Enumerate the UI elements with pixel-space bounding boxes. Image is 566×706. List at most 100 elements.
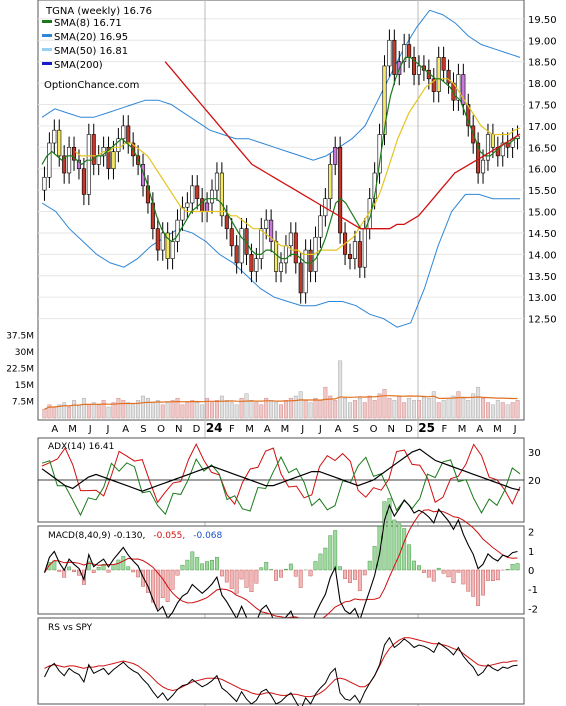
macd-histogram-bar [352, 569, 357, 580]
candle-body [436, 57, 441, 92]
volume-bar [357, 397, 362, 419]
candle-body [239, 228, 244, 264]
macd-histogram-bar [495, 569, 500, 581]
macd-histogram-bar [362, 569, 367, 576]
volume-bar [505, 404, 510, 419]
volume-bar [382, 389, 387, 419]
candle-body [392, 39, 397, 75]
macd-tick-label: 0 [528, 566, 534, 577]
volume-bar [175, 397, 180, 419]
month-tick-label: A [476, 424, 483, 435]
price-tick-label: 18.50 [528, 58, 557, 69]
volume-bar [461, 397, 466, 419]
macd-tick-label: 2 [528, 528, 534, 539]
volume-bar [101, 400, 106, 419]
candle-body [121, 125, 126, 140]
legend: TGNA (weekly) 16.76 SMA(8) 16.71 SMA(20)… [42, 6, 152, 91]
rs-line [44, 636, 518, 706]
moving-averages [41, 56, 521, 264]
candle-body [352, 241, 357, 259]
volume-bar [288, 397, 293, 419]
macd-histogram-bar [486, 569, 490, 581]
candle-body [180, 206, 185, 221]
candle-body [362, 228, 367, 268]
candle-body [456, 74, 461, 101]
candle-body [259, 228, 264, 259]
price-tick-label: 17.50 [528, 100, 557, 111]
candle-body [209, 189, 215, 204]
candle-body [170, 241, 175, 259]
macd-histogram-bar [412, 560, 416, 571]
volume-bar [185, 402, 190, 419]
macd-histogram-bar [219, 569, 224, 577]
candle-body [278, 262, 284, 272]
macd-histogram-bar [200, 563, 205, 571]
volume-bar [407, 397, 412, 419]
volume-bar [333, 400, 338, 419]
macd-histogram-bar [170, 569, 175, 590]
sma50-line [164, 61, 521, 230]
volume-bar [219, 395, 224, 419]
volume-bar [431, 391, 436, 419]
month-tick-label: 24 [206, 421, 223, 435]
candle-body [441, 57, 446, 71]
macd-histogram-bar [318, 553, 323, 571]
candle-body [298, 262, 303, 294]
volume-bar [387, 397, 392, 419]
candle-body [264, 219, 269, 229]
macd-histogram-bar [106, 569, 111, 573]
rs-average-line [44, 637, 518, 698]
macd-histogram-bar [185, 559, 190, 571]
volume-bar [495, 400, 500, 419]
candle-body [72, 147, 77, 161]
volume-bar [91, 402, 96, 419]
macd-histogram-bar [417, 565, 421, 571]
candle-body [328, 164, 333, 199]
legend-label-sma200: SMA(200) [54, 60, 103, 71]
candle-body [303, 249, 308, 294]
month-tick-label: M [458, 424, 467, 435]
macd-histogram-bar [392, 519, 397, 571]
volume-bar [417, 400, 421, 419]
volume-bar [466, 400, 471, 419]
macd-histogram-bar [446, 569, 451, 578]
price-tick-label: 13.00 [528, 293, 557, 304]
adx-plus-di-line [41, 455, 521, 517]
macd-histogram-bar [515, 563, 520, 571]
candle-body [431, 78, 436, 92]
month-tick-label: J [105, 424, 109, 435]
volume-bar [145, 397, 150, 419]
volume-bar [214, 400, 219, 419]
legend-swatch-sma200 [42, 62, 52, 65]
candle-body [106, 147, 111, 170]
volume-bar [96, 404, 101, 419]
candle-body [42, 176, 47, 191]
macd-histogram-bar [249, 569, 254, 593]
candle-body [347, 254, 353, 259]
macd-histogram-bar [407, 544, 412, 571]
macd-signal-value: -0.055, [153, 531, 185, 541]
volume-bar [150, 402, 155, 419]
volume-bar [367, 395, 372, 419]
month-tick-label: D [405, 424, 413, 435]
macd-histogram-bar [141, 569, 145, 587]
candle-body [165, 232, 170, 259]
macd-histogram-bar [234, 569, 239, 594]
macd-histogram-bar [215, 556, 219, 571]
macd-signal-line [44, 509, 518, 623]
macd-histogram-bar [377, 526, 382, 571]
volume-bar [298, 391, 303, 419]
volume-bar [451, 395, 456, 419]
macd-histogram-bar [180, 564, 185, 571]
macd-histogram-bar [451, 569, 456, 583]
macd-tick-label: -2 [528, 604, 538, 615]
rs-panel [37, 617, 525, 705]
candle-body [461, 74, 466, 105]
volume-bar [239, 397, 244, 419]
month-tick-label: A [122, 424, 129, 435]
rs-label: RS vs SPY [48, 623, 93, 633]
macd-histogram-bar [298, 569, 303, 588]
macd-histogram-bar [382, 501, 387, 571]
macd-tick-label: 1 [528, 547, 534, 558]
